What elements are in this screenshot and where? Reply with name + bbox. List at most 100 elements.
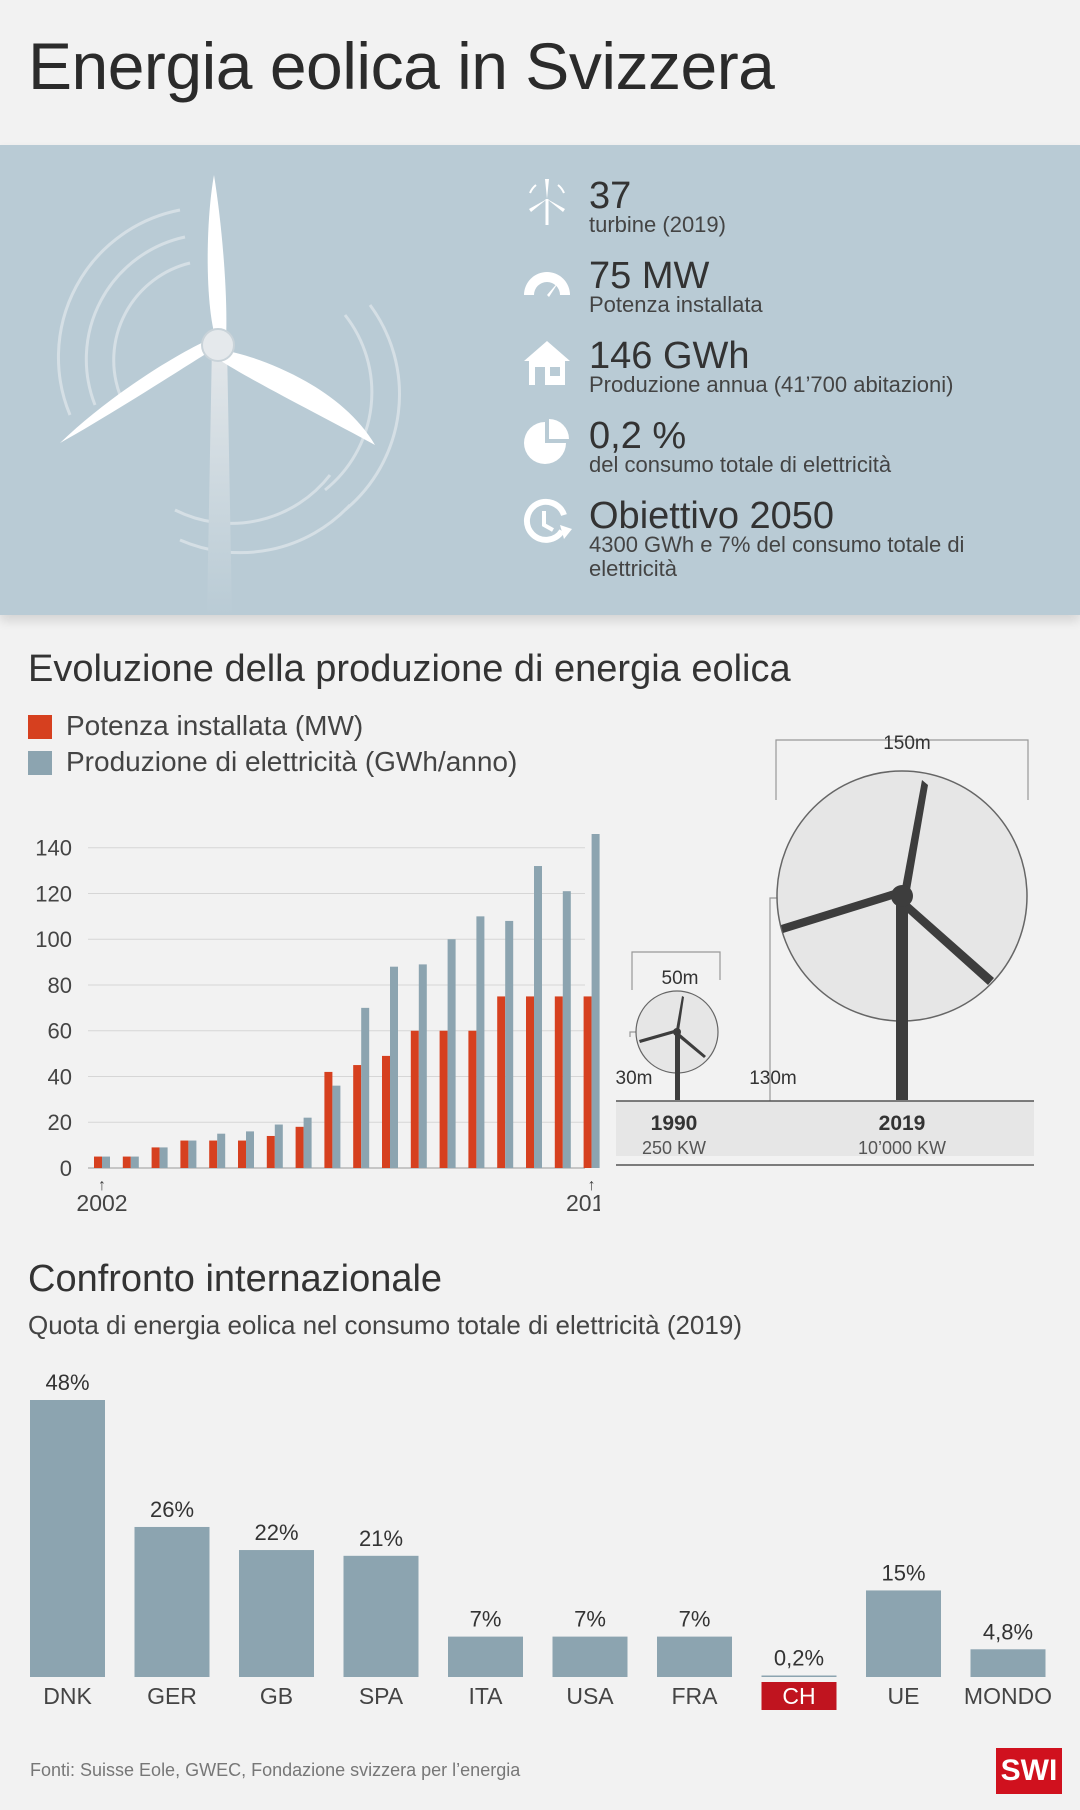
stat-value: 146 GWh bbox=[589, 335, 750, 377]
highlight-badge-ch bbox=[761, 1682, 837, 1710]
section-divider bbox=[20, 1730, 1060, 1740]
bar-installed-2009 bbox=[295, 1126, 304, 1168]
x-tick-label: 2002 bbox=[76, 1190, 127, 1216]
bar-installed-2004 bbox=[151, 1147, 160, 1168]
page-title: Energia eolica in Svizzera bbox=[28, 29, 775, 103]
bar-installed-2016 bbox=[497, 996, 506, 1168]
category-label-ita: ITA bbox=[468, 1683, 503, 1709]
bar-installed-2007 bbox=[238, 1140, 246, 1168]
turbine-2019-power: 10’000 KW bbox=[858, 1138, 946, 1158]
wind-turbine-icon bbox=[529, 179, 565, 225]
category-label-ger: GER bbox=[147, 1683, 197, 1709]
diameter-new-label: 150m bbox=[883, 733, 931, 754]
tower-1990 bbox=[675, 1032, 680, 1100]
category-label-ue: UE bbox=[888, 1683, 920, 1709]
bar-installed-2005 bbox=[180, 1140, 189, 1168]
bar-production-2014 bbox=[447, 939, 456, 1168]
bar-production-2017 bbox=[534, 866, 542, 1168]
turbine-tower bbox=[207, 345, 232, 615]
bar-installed-2010 bbox=[324, 1071, 333, 1168]
y-tick-label: 100 bbox=[35, 927, 72, 952]
bar-ch bbox=[761, 1675, 837, 1677]
stat-value: Obiettivo 2050 bbox=[589, 495, 835, 537]
category-label-gb: GB bbox=[260, 1683, 293, 1709]
bar-ger bbox=[134, 1526, 210, 1677]
height-old-label: 30m bbox=[616, 1068, 653, 1089]
bar-production-2011 bbox=[361, 1007, 370, 1168]
hub-1990 bbox=[673, 1028, 681, 1036]
legend-label: Potenza installata (MW) bbox=[66, 710, 364, 741]
source-note: Fonti: Suisse Eole, GWEC, Fondazione svi… bbox=[30, 1760, 521, 1780]
bar-installed-2003 bbox=[122, 1156, 131, 1168]
section-divider bbox=[20, 1222, 1060, 1232]
gauge-icon bbox=[524, 272, 570, 297]
value-label-ger: 26% bbox=[150, 1497, 194, 1522]
evolution-title: Evoluzione della produzione di energia e… bbox=[28, 648, 791, 690]
turbine-1990-power: 250 KW bbox=[642, 1138, 706, 1158]
bar-dnk bbox=[30, 1400, 105, 1677]
bar-production-2016 bbox=[505, 920, 514, 1168]
bar-installed-2018 bbox=[554, 996, 563, 1168]
stat-value: 75 MW bbox=[589, 255, 710, 297]
bar-production-2012 bbox=[390, 966, 398, 1168]
value-label-usa: 7% bbox=[574, 1607, 606, 1632]
bar-installed-2015 bbox=[468, 1030, 477, 1168]
bar-ita bbox=[448, 1636, 523, 1677]
clock-target-icon bbox=[523, 498, 572, 543]
bar-production-2008 bbox=[274, 1124, 283, 1168]
y-tick-label: 60 bbox=[48, 1019, 72, 1044]
value-label-ue: 15% bbox=[881, 1560, 925, 1585]
value-label-mondo: 4,8% bbox=[983, 1619, 1033, 1644]
stat-label: del consumo totale di elettricità bbox=[589, 452, 892, 477]
value-label-ita: 7% bbox=[470, 1607, 502, 1632]
comparison-bar-chart: 48% DNK 26% GER 22% GB 21% SPA 7% ITA 7% USA 7% FRA 0,… bbox=[30, 1370, 1052, 1710]
stat-label: Produzione annua (41’700 abitazioni) bbox=[589, 372, 954, 397]
x-tick-arrow: ↑ bbox=[588, 1177, 596, 1194]
stat-label: Potenza installata bbox=[589, 292, 763, 317]
turbine-1990-year: 1990 bbox=[651, 1112, 698, 1135]
bar-installed-2014 bbox=[439, 1030, 448, 1168]
swi-logo: SWI bbox=[996, 1748, 1062, 1794]
bar-fra bbox=[657, 1636, 732, 1677]
bar-installed-2013 bbox=[410, 1030, 419, 1168]
x-tick-label: 2019 bbox=[566, 1190, 600, 1216]
y-tick-label: 80 bbox=[48, 973, 72, 998]
y-tick-label: 120 bbox=[35, 881, 72, 906]
legend-swatch bbox=[28, 715, 52, 739]
house-icon bbox=[524, 341, 570, 385]
blades-1990 bbox=[639, 996, 706, 1058]
legend-swatch bbox=[28, 751, 52, 775]
stat-value: 37 bbox=[589, 175, 632, 217]
bar-production-2004 bbox=[159, 1147, 168, 1168]
value-label-spa: 21% bbox=[359, 1526, 403, 1551]
hub-2019 bbox=[891, 885, 913, 907]
turbine-info-panel bbox=[616, 1101, 1034, 1156]
hero-panel: 37 turbine (2019) 75 MW Potenza installa… bbox=[0, 145, 1080, 615]
bar-installed-2006 bbox=[209, 1140, 218, 1168]
legend-label: Produzione di elettricità (GWh/anno) bbox=[66, 746, 518, 777]
bar-production-2010 bbox=[332, 1085, 341, 1168]
bar-installed-2002 bbox=[94, 1156, 102, 1168]
bar-spa bbox=[343, 1555, 419, 1677]
bar-production-2015 bbox=[476, 916, 485, 1168]
bar-production-2002 bbox=[102, 1156, 110, 1168]
bar-mondo bbox=[970, 1649, 1046, 1677]
height-new-label: 130m bbox=[749, 1068, 797, 1089]
y-tick-label: 40 bbox=[48, 1064, 72, 1089]
turbine-blades bbox=[60, 175, 375, 445]
category-label-dnk: DNK bbox=[43, 1683, 92, 1709]
bar-production-2018 bbox=[562, 891, 571, 1168]
stat-label: 4300 GWh e 7% del consumo totale di elet… bbox=[589, 532, 965, 581]
tower-2019 bbox=[896, 896, 908, 1100]
y-tick-label: 20 bbox=[48, 1110, 72, 1135]
bar-installed-2019 bbox=[583, 996, 592, 1168]
diameter-old-label: 50m bbox=[662, 968, 699, 989]
wind-waves bbox=[56, 208, 401, 555]
comparison-subtitle: Quota di energia eolica nel consumo tota… bbox=[28, 1310, 742, 1340]
bar-production-2006 bbox=[217, 1133, 226, 1168]
category-label-usa: USA bbox=[566, 1683, 614, 1709]
bar-production-2007 bbox=[246, 1131, 254, 1168]
bar-installed-2011 bbox=[353, 1065, 362, 1168]
bar-usa bbox=[552, 1636, 628, 1677]
